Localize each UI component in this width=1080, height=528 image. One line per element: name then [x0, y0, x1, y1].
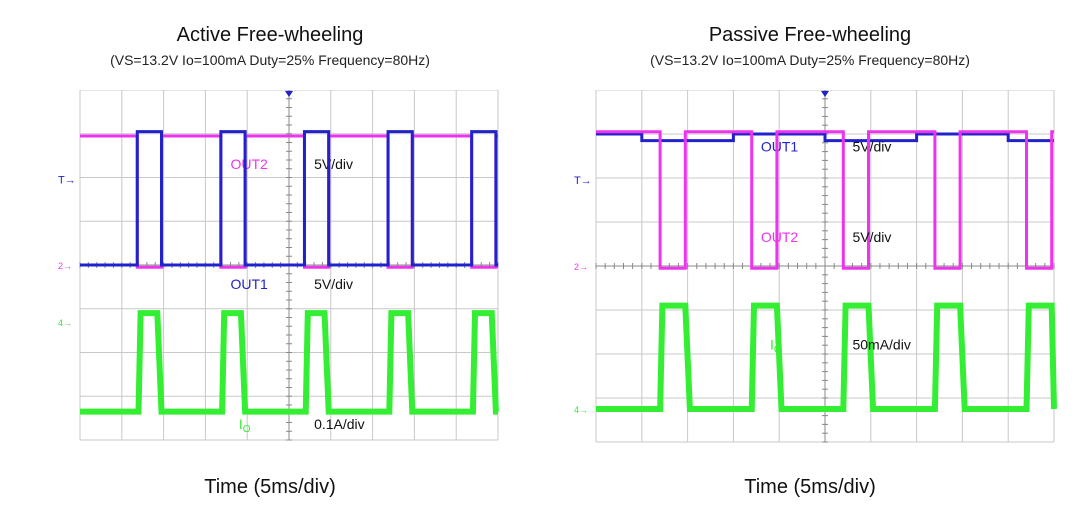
chart-subtitle: (VS=13.2V Io=100mA Duty=25% Frequency=80… [650, 52, 970, 68]
trace-scale-out1: 5V/div [314, 276, 353, 292]
x-axis-label: Time (5ms/div) [744, 476, 876, 498]
trace-label-subscript: O [774, 345, 782, 356]
trace-scale-io: 50mA/div [852, 337, 910, 353]
trace-out1 [80, 130, 498, 267]
trace-label-subscript: O [243, 424, 251, 435]
trace-scale-out1: 5V/div [852, 139, 891, 155]
channel-4-marker: 4→ [58, 318, 72, 328]
trace-scale-out2: 5V/div [314, 156, 353, 172]
trace-label-out1: OUT1 [230, 276, 268, 292]
trace-io [596, 302, 1057, 412]
oscilloscope-plot-active: OUT2 5V/div OUT1 5V/div IO 0.1A/div T→ 2→ 4→ [58, 90, 499, 441]
trace-label-out1: OUT1 [761, 139, 799, 155]
trace-out2 [596, 130, 1054, 270]
chart-subtitle: (VS=13.2V Io=100mA Duty=25% Frequency=80… [110, 52, 430, 68]
oscilloscope-plot-passive: OUT1 5V/div OUT2 5V/div IO 50mA/div T→ 2→ 4→ [574, 90, 1057, 443]
channel-4-marker: 4→ [574, 405, 588, 415]
x-axis-label: Time (5ms/div) [204, 476, 336, 498]
trigger-position-marker [285, 91, 293, 97]
trace-label-io: IO [770, 337, 782, 356]
trace-label-out2: OUT2 [230, 156, 268, 172]
channel-2-marker: 2→ [58, 261, 72, 271]
trigger-level-marker: T→ [574, 175, 592, 187]
trace-label-io: IO [239, 416, 251, 435]
trace-io [80, 310, 499, 415]
trace-scale-io: 0.1A/div [314, 416, 365, 432]
chart-passive-panel: Passive Free-wheeling (VS=13.2V Io=100mA… [540, 0, 1080, 528]
channel-2-marker: 2→ [574, 262, 588, 272]
chart-title: Passive Free-wheeling [708, 24, 912, 46]
trace-scale-out2: 5V/div [852, 229, 891, 245]
chart-active-panel: Active Free-wheeling (VS=13.2V Io=100mA … [58, 24, 499, 498]
trigger-position-marker [821, 91, 829, 97]
trace-out1 [596, 132, 1054, 143]
chart-title: Active Free-wheeling [176, 24, 364, 46]
trace-label-out2: OUT2 [761, 229, 799, 245]
trigger-level-marker: T→ [58, 175, 76, 187]
